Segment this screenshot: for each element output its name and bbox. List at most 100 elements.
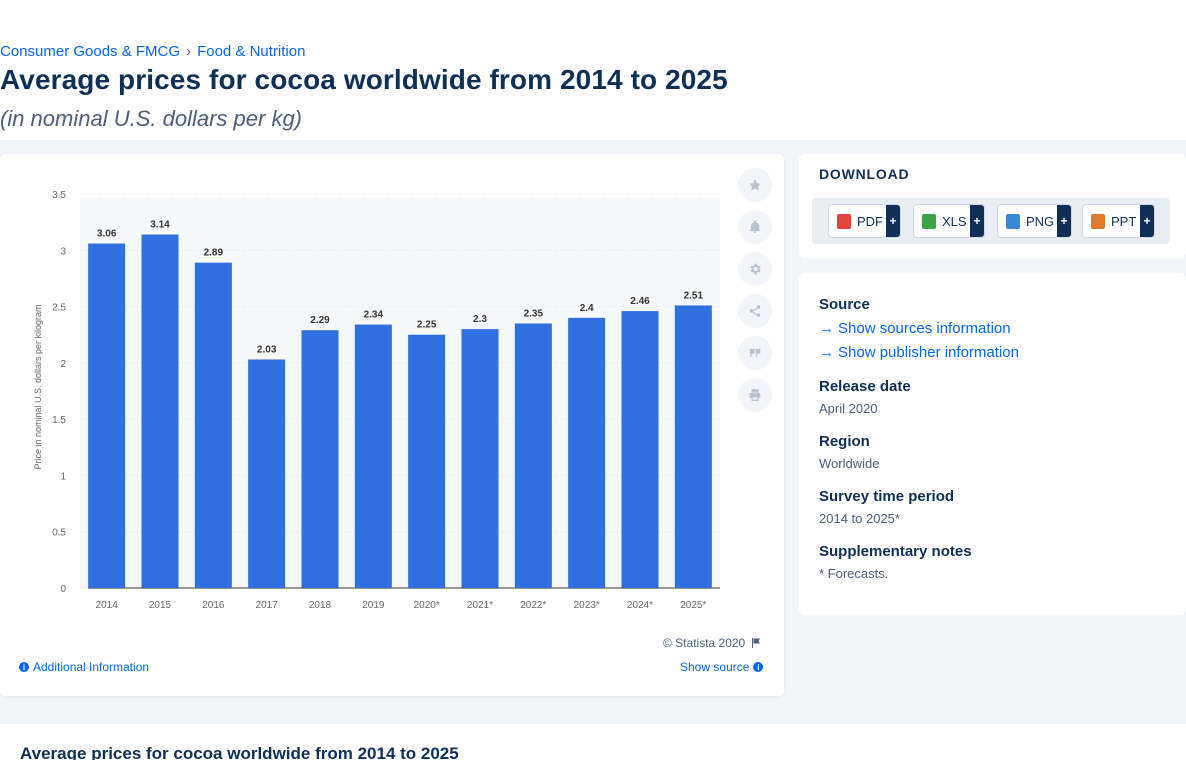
show-source-label: Show source [680,660,750,674]
bar-2023* [568,317,606,588]
x-tick-label: 2014 [96,600,119,611]
arrow-right-icon: → [819,344,834,361]
chart-card: 0 0.5 1 1.5 2 2.5 3 3.5 Price in nominal U.S. do… [0,154,784,696]
download-card: DOWNLOAD PDF + XLS + PNG + PPT + [799,154,1186,258]
print-button[interactable] [738,378,772,412]
bar-2019 [354,324,392,588]
bell-icon [749,220,761,233]
breadcrumb-consumer-goods[interactable]: Consumer Goods & FMCG [0,43,181,60]
bar-2016 [194,262,232,588]
chart-tools [738,168,772,420]
y-tick-label: 0 [60,584,66,595]
plus-icon: + [886,205,900,237]
favorite-button[interactable] [738,168,772,202]
x-tick-label: 2022* [520,600,546,611]
data-label: 2.29 [310,315,330,326]
data-label: 2.35 [524,308,544,319]
data-label: 3.06 [97,229,117,240]
cite-button[interactable] [738,336,772,370]
bar-2015 [141,234,179,589]
download-ppt-label: PPT [1111,213,1137,229]
additional-information-label: Additional Information [33,660,150,674]
bar-chart: 0 0.5 1 1.5 2 2.5 3 3.5 Price in nominal U.S. do… [33,190,720,611]
bar-2022* [514,323,552,588]
x-tick-label: 2023* [574,600,600,611]
breadcrumb-separator: › [186,43,192,60]
y-axis-title: Price in nominal U.S. dollars per kilogr… [33,304,43,469]
flag-icon[interactable] [750,637,762,649]
data-label: 2.03 [257,344,277,355]
y-tick-label: 2.5 [52,303,66,314]
data-label: 2.34 [364,310,384,321]
bar-2017 [248,359,286,588]
quote-icon [749,348,761,358]
star-icon [749,179,761,191]
show-publisher-link[interactable]: → Show publisher information [819,344,1019,361]
x-tick-label: 2017 [256,600,279,611]
x-tick-label: 2016 [202,600,225,611]
bar-2024* [621,311,659,588]
copyright-text: © Statista 2020 [663,636,746,650]
x-tick-label: 2015 [149,600,172,611]
info-icon: i [19,662,29,672]
bar-2014 [88,243,126,588]
download-ppt-button[interactable]: PPT + [1082,204,1155,238]
data-label: 2.51 [684,290,704,301]
breadcrumb-food-nutrition[interactable]: Food & Nutrition [197,43,306,60]
source-heading: Source [819,296,870,313]
show-source-link[interactable]: Show source i [680,660,764,674]
y-tick-label: 2 [60,359,66,370]
gear-icon [750,263,761,275]
download-xls-button[interactable]: XLS + [913,204,985,238]
ppt-file-icon [1091,213,1105,229]
x-tick-label: 2021* [467,600,493,611]
bar-2025* [674,305,712,588]
download-bar: PDF + XLS + PNG + PPT + [812,198,1170,244]
plus-icon: + [1140,205,1154,237]
x-tick-label: 2019 [362,600,385,611]
show-sources-link[interactable]: → Show sources information [819,320,1011,337]
xls-file-icon [922,213,936,229]
copyright-notice: © Statista 2020 [663,636,762,650]
data-label: 2.25 [417,320,437,331]
x-tick-label: 2025* [680,600,706,611]
download-pdf-label: PDF [857,213,883,229]
plus-icon: + [1057,205,1071,237]
y-tick-label: 3.5 [52,190,66,201]
download-png-button[interactable]: PNG + [997,204,1072,238]
bottom-section: Average prices for cocoa worldwide from … [0,724,1186,760]
info-icon: i [753,662,764,672]
download-pdf-button[interactable]: PDF + [828,204,901,238]
region-heading: Region [819,433,870,450]
release-date-value: April 2020 [819,401,878,416]
share-icon [749,305,761,317]
data-label: 2.46 [630,296,650,307]
release-date-heading: Release date [819,378,911,395]
show-sources-label: Show sources information [838,320,1011,337]
y-tick-label: 1.5 [52,415,66,426]
bar-2020* [408,334,446,588]
notification-button[interactable] [738,210,772,244]
share-button[interactable] [738,294,772,328]
plus-icon: + [970,205,984,237]
download-title: DOWNLOAD [819,166,910,182]
additional-information-link[interactable]: i Additional Information [19,660,149,674]
survey-period-value: 2014 to 2025* [819,511,900,526]
pdf-file-icon [837,213,851,229]
bar-2021* [461,329,499,588]
data-label: 2.3 [473,314,487,325]
x-tick-label: 2018 [309,600,332,611]
page-title: Average prices for cocoa worldwide from … [0,64,728,95]
settings-button[interactable] [738,252,772,286]
y-tick-label: 1 [60,471,66,482]
bar-2018 [301,330,339,588]
print-icon [749,389,761,401]
x-tick-label: 2020* [414,600,440,611]
region-value: Worldwide [819,456,880,471]
arrow-right-icon: → [819,320,834,337]
breadcrumb: Consumer Goods & FMCG › Food & Nutrition [0,43,305,60]
show-publisher-label: Show publisher information [838,344,1019,361]
survey-period-heading: Survey time period [819,488,955,505]
data-label: 2.4 [580,303,594,314]
download-xls-label: XLS [942,213,967,229]
